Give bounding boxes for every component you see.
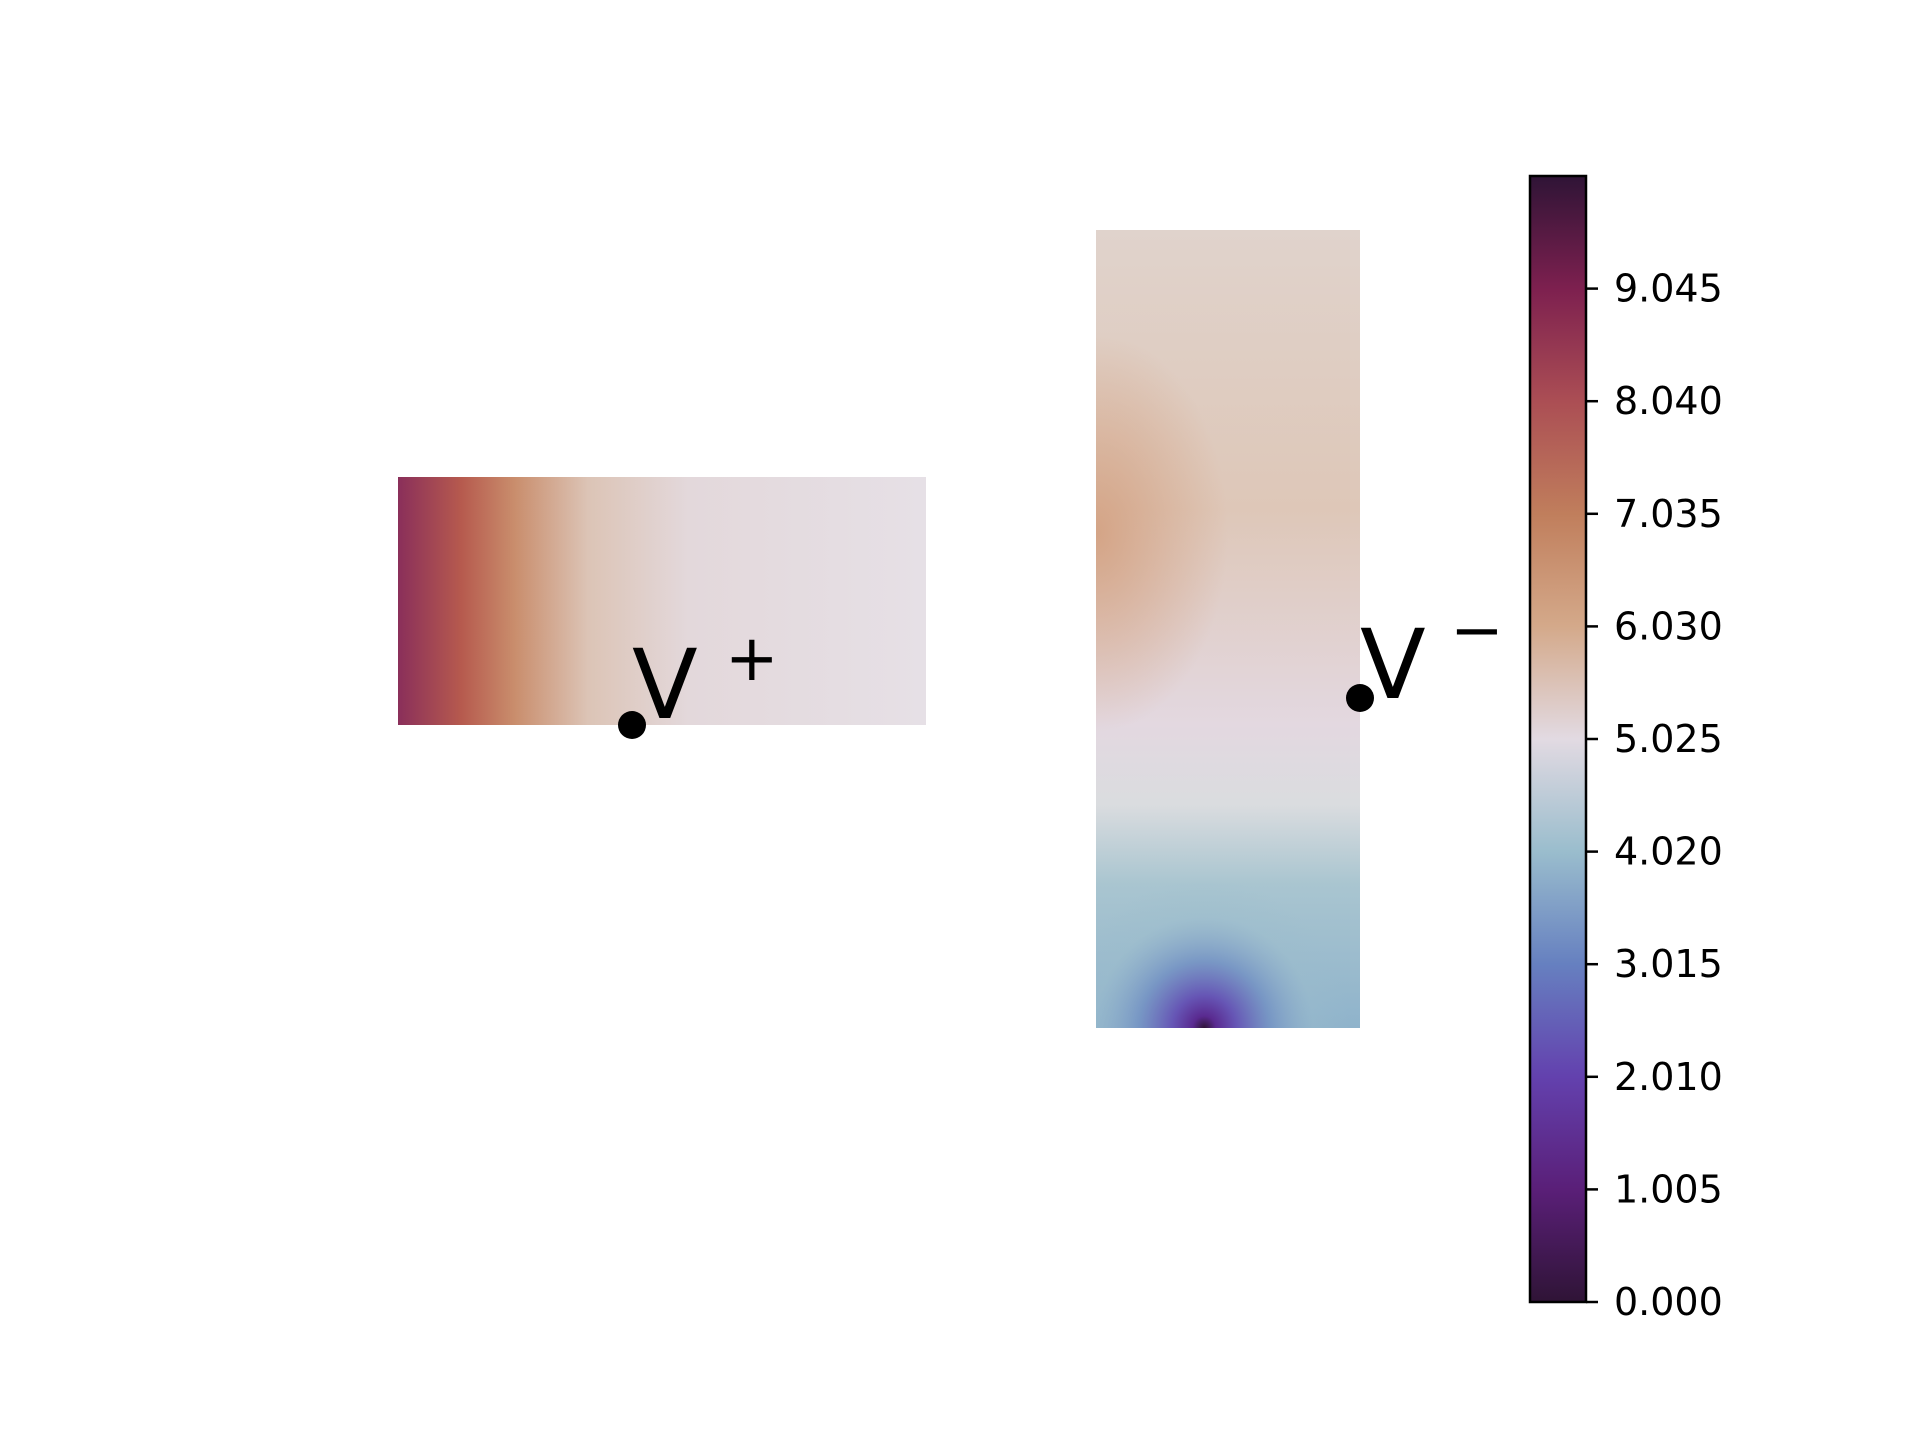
colorbar-tick-label: 7.035: [1614, 492, 1723, 536]
v-minus-point: [1346, 684, 1374, 712]
v-plus-sign: +: [725, 622, 779, 696]
colorbar: 0.000 1.005 2.010 3.015 4.020 5.025 6.030 7.035…: [1528, 174, 1723, 1324]
left-panel: [398, 477, 926, 725]
colorbar-tick-label: 1.005: [1614, 1167, 1723, 1211]
colorbar-tick-label: 9.045: [1614, 267, 1723, 311]
colorbar-fill: [1530, 176, 1586, 1302]
colorbar-tick-label: 0.000: [1614, 1280, 1723, 1324]
colorbar-tick-label: 3.015: [1614, 942, 1723, 986]
colorbar-tick-label: 2.010: [1614, 1055, 1723, 1099]
v-plus-point: [618, 711, 646, 739]
colorbar-tick-label: 6.030: [1614, 604, 1723, 648]
v-minus-label: V: [1360, 609, 1426, 721]
right-panel: [1096, 230, 1360, 1028]
colorbar-ticks: 0.000 1.005 2.010 3.015 4.020 5.025 6.030 7.035…: [1586, 267, 1723, 1324]
v-plus-marker: V +: [618, 622, 779, 741]
colorbar-tick-label: 8.040: [1614, 379, 1723, 423]
colorbar-tick-label: 5.025: [1614, 717, 1723, 761]
v-minus-sign: −: [1450, 594, 1504, 668]
right-panel-field-cold: [1096, 230, 1360, 1028]
v-minus-marker: V −: [1346, 594, 1504, 721]
left-panel-field-hotspot: [398, 477, 926, 725]
colorbar-tick-label: 4.020: [1614, 830, 1723, 874]
v-plus-label: V: [632, 629, 698, 741]
